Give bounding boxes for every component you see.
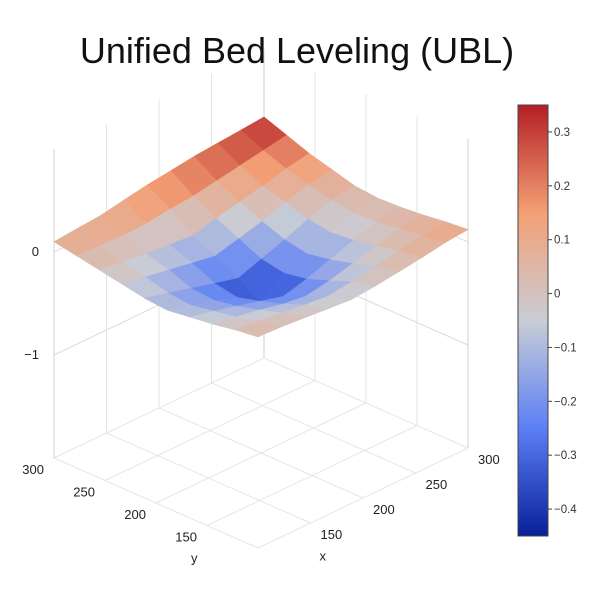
y-tick-label: 150	[175, 530, 197, 545]
colorbar-tick-label: −0.1	[554, 342, 577, 354]
y-tick-label: 200	[124, 507, 146, 522]
surface	[53, 116, 469, 338]
x-tick-label: 150	[321, 527, 343, 542]
z-tick-label: 0	[32, 244, 39, 259]
colorbar-tick-label: 0.1	[554, 235, 570, 247]
x-axis-label: x	[320, 549, 327, 564]
floor-gridline	[155, 402, 367, 504]
y-axis-label: y	[191, 550, 198, 565]
x-tick-label: 250	[426, 477, 448, 492]
floor-gridline	[263, 357, 469, 449]
floor-gridline	[53, 357, 265, 459]
chart-title: Unified Bed Leveling (UBL)	[79, 30, 515, 71]
colorbar: 0.3 0.2 0.1 0 −0.1 −0.2 −0.3 −0.4	[517, 104, 577, 537]
x-tick-label: 200	[373, 502, 395, 517]
colorbar-tick-label: −0.3	[554, 450, 577, 462]
z-tick-label: −1	[24, 347, 39, 362]
floor-gridline	[104, 380, 316, 481]
colorbar-tick-label: −0.4	[554, 504, 577, 516]
colorbar-tick-label: −0.2	[554, 396, 577, 408]
y-tick-label: 250	[73, 485, 95, 500]
colorbar-tick-label: 0	[554, 289, 560, 301]
x-tick-label: 300	[478, 452, 500, 467]
y-tick-label: 300	[22, 462, 44, 477]
colorbar-tick-label: 0.2	[554, 181, 570, 193]
surface-cell	[234, 320, 283, 338]
floor-gridline	[211, 382, 416, 474]
colorbar-tick-label: 0.3	[554, 127, 570, 139]
colorbar-bar	[517, 104, 549, 537]
